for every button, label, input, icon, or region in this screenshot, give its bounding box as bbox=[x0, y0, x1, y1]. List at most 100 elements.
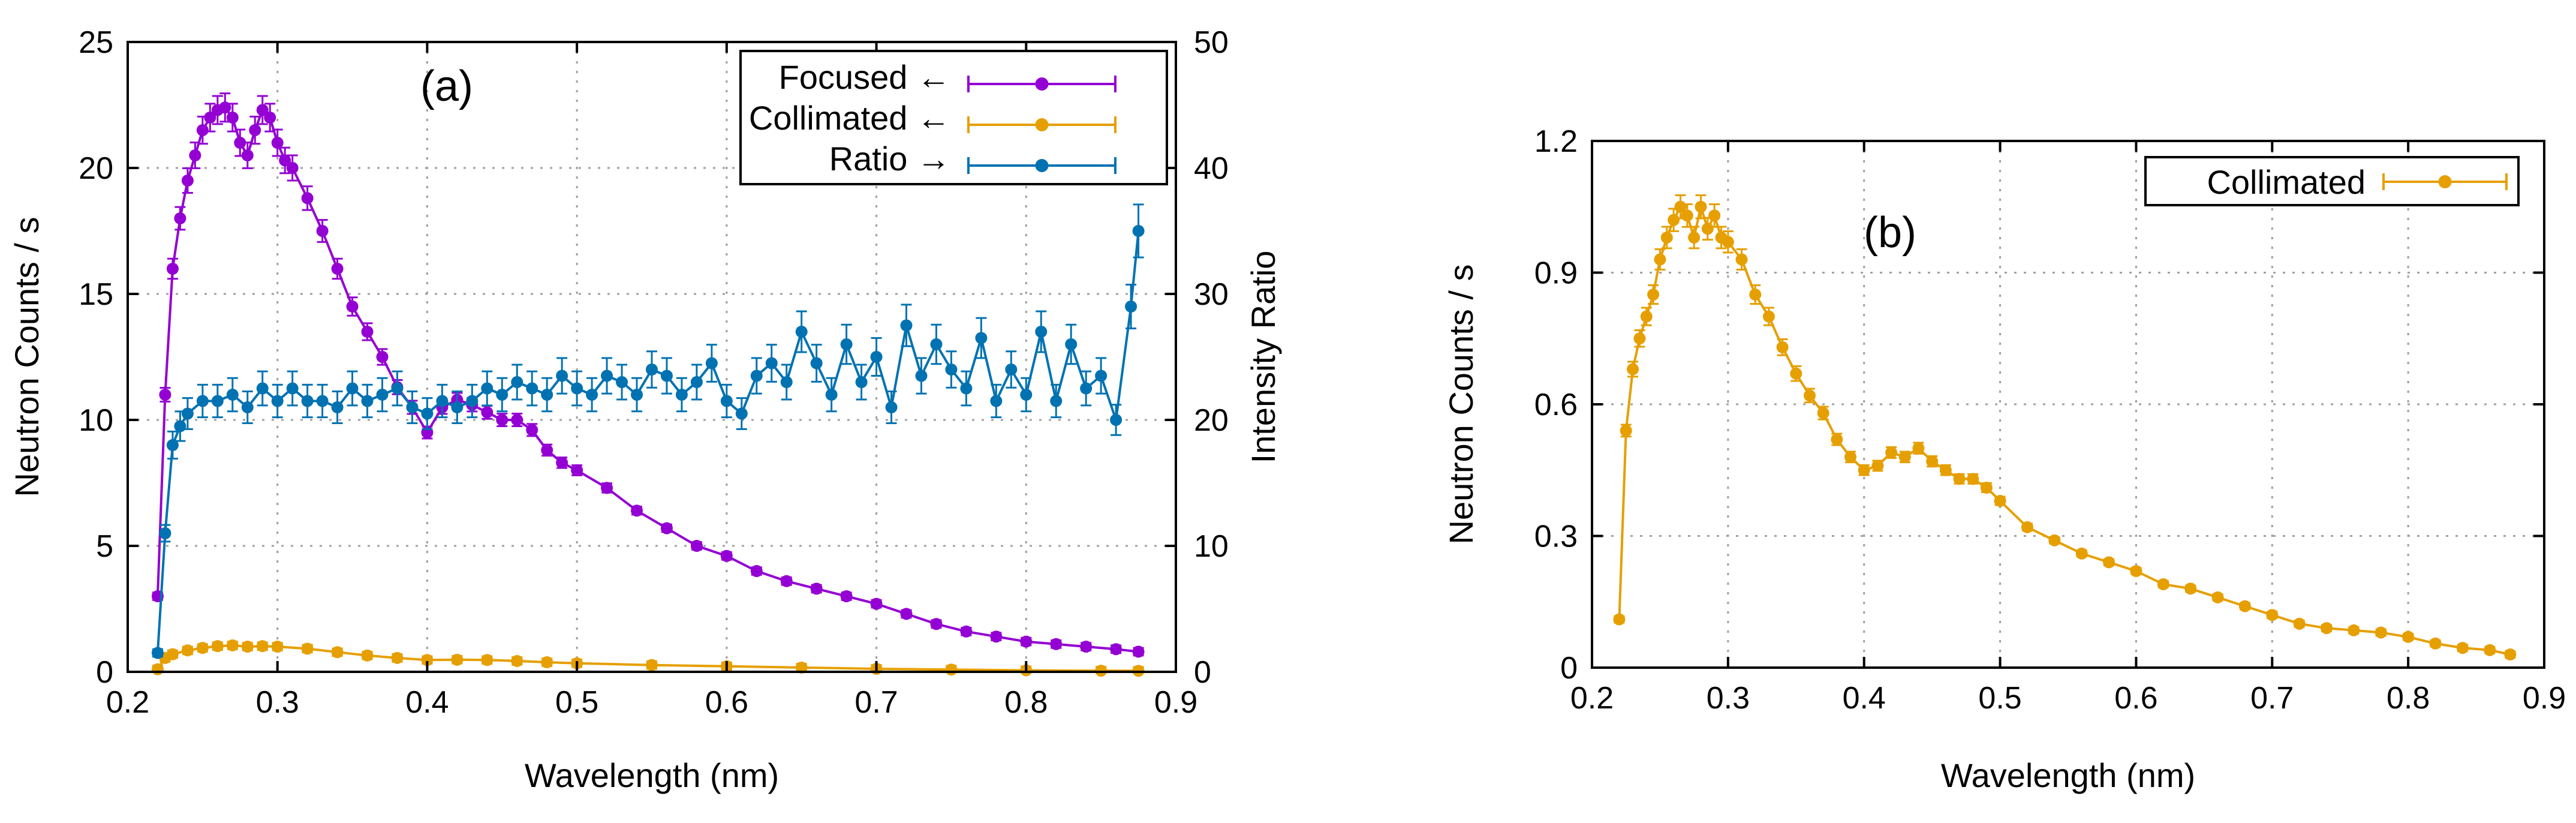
data-point-collimated bbox=[1654, 253, 1666, 266]
data-point-ratio bbox=[675, 389, 688, 401]
data-point-collimated bbox=[1735, 253, 1748, 266]
data-point-focused bbox=[780, 575, 793, 587]
x-tick-label: 0.4 bbox=[1843, 681, 1886, 716]
data-point-focused bbox=[1020, 635, 1033, 648]
data-point-focused bbox=[271, 137, 284, 149]
data-point-focused bbox=[900, 608, 913, 620]
data-point-focused bbox=[810, 582, 823, 595]
data-point-ratio bbox=[241, 401, 254, 413]
data-point-ratio bbox=[945, 364, 958, 376]
x-tick-label: 0.3 bbox=[256, 685, 299, 720]
panel-b-grid bbox=[1592, 141, 2544, 668]
data-point-focused bbox=[571, 464, 583, 476]
data-point-collimated bbox=[391, 651, 404, 664]
data-point-collimated bbox=[1980, 482, 1993, 494]
data-point-focused bbox=[174, 212, 186, 224]
data-point-collimated bbox=[2048, 534, 2061, 546]
data-point-focused bbox=[264, 112, 276, 124]
x-tick-label: 0.2 bbox=[106, 685, 149, 720]
data-point-focused bbox=[541, 444, 553, 456]
data-point-focused bbox=[241, 149, 254, 161]
panel-a-legend-samples bbox=[967, 76, 1117, 174]
data-point-focused bbox=[526, 423, 538, 436]
y-tick-label: 0 bbox=[96, 655, 113, 690]
data-point-collimated bbox=[181, 644, 194, 657]
data-point-focused bbox=[279, 154, 291, 167]
data-point-focused bbox=[346, 301, 359, 313]
data-point-focused bbox=[226, 112, 239, 124]
data-point-collimated bbox=[1858, 464, 1870, 476]
data-point-ratio bbox=[466, 395, 479, 407]
legend-marker-collimated bbox=[1035, 118, 1049, 131]
data-point-ratio bbox=[151, 647, 164, 659]
data-point-focused bbox=[511, 414, 523, 426]
y-tick-label: 0.3 bbox=[1534, 519, 1578, 554]
panel-a-x-axis-title: Wavelength (nm) bbox=[525, 756, 779, 794]
data-point-focused bbox=[870, 597, 883, 610]
data-point-collimated bbox=[1762, 310, 1775, 323]
data-point-ratio bbox=[271, 395, 284, 407]
data-point-collimated bbox=[1695, 200, 1707, 213]
data-point-ratio bbox=[174, 420, 186, 432]
data-point-focused bbox=[286, 162, 299, 174]
data-point-collimated bbox=[541, 656, 553, 669]
y2-tick-label: 10 bbox=[1194, 529, 1229, 564]
data-point-collimated bbox=[451, 653, 464, 666]
data-point-collimated bbox=[1633, 332, 1646, 345]
legend-label-collimated-b: Collimated bbox=[2207, 163, 2366, 201]
data-point-ratio bbox=[451, 401, 464, 413]
data-point-ratio bbox=[436, 395, 449, 407]
data-point-focused bbox=[256, 104, 269, 116]
data-point-ratio bbox=[930, 338, 943, 350]
data-point-focused bbox=[301, 192, 314, 205]
x-tick-label: 0.9 bbox=[2523, 681, 2566, 716]
data-point-focused bbox=[1132, 645, 1145, 658]
legend-label-collimated: Collimated ← bbox=[749, 99, 950, 137]
data-point-focused bbox=[496, 414, 508, 426]
data-point-collimated bbox=[1926, 455, 1939, 468]
data-point-collimated bbox=[2321, 622, 2333, 635]
data-point-collimated bbox=[1790, 367, 1802, 380]
data-point-collimated bbox=[2021, 521, 2033, 533]
data-point-collimated bbox=[2456, 642, 2469, 654]
data-point-ratio bbox=[159, 527, 171, 539]
panel-b-plot-frame bbox=[1591, 140, 2545, 669]
data-point-collimated bbox=[1627, 363, 1639, 376]
data-point-focused bbox=[601, 482, 613, 494]
data-point-ratio bbox=[1095, 370, 1108, 382]
y-tick-label: 1.2 bbox=[1534, 124, 1578, 159]
x-tick-label: 0.2 bbox=[1570, 681, 1614, 716]
x-tick-label: 0.3 bbox=[1707, 681, 1750, 716]
data-point-collimated bbox=[301, 642, 314, 655]
data-point-collimated bbox=[166, 648, 179, 660]
data-point-ratio bbox=[406, 401, 419, 413]
y-tick-label: 0.9 bbox=[1534, 256, 1578, 291]
y-tick-label: 20 bbox=[79, 151, 113, 186]
y2-tick-label: 20 bbox=[1194, 403, 1229, 438]
data-point-ratio bbox=[1050, 395, 1063, 407]
y-tick-label: 5 bbox=[96, 529, 113, 564]
data-point-focused bbox=[361, 326, 374, 338]
panel-a-y-ticks: 0 5 10 15 20 25 bbox=[79, 25, 139, 690]
data-point-ratio bbox=[601, 370, 613, 382]
panel-b: 0.2 0.3 0.4 0.5 0.6 0.7 0.8 0.9 0 0.3 0.6 0.9 1.2 W… bbox=[1442, 124, 2566, 794]
data-point-collimated bbox=[1871, 459, 1884, 472]
data-point-collimated bbox=[2375, 626, 2387, 639]
data-point-ratio bbox=[1035, 326, 1048, 338]
data-point-focused bbox=[990, 630, 1003, 643]
data-point-ratio bbox=[735, 407, 748, 420]
data-point-ratio bbox=[556, 370, 568, 382]
data-point-ratio bbox=[975, 332, 988, 344]
legend-marker-collimated bbox=[2438, 175, 2452, 188]
data-point-focused bbox=[196, 124, 209, 136]
series-line-collimated bbox=[1618, 202, 2511, 656]
data-point-collimated bbox=[2348, 624, 2360, 636]
data-point-ratio bbox=[885, 401, 898, 413]
x-tick-label: 0.7 bbox=[2250, 681, 2294, 716]
data-point-focused bbox=[481, 406, 493, 419]
data-point-ratio bbox=[481, 382, 493, 395]
data-point-collimated bbox=[2293, 617, 2306, 630]
data-point-ratio bbox=[346, 382, 359, 395]
data-point-collimated bbox=[2238, 600, 2251, 612]
